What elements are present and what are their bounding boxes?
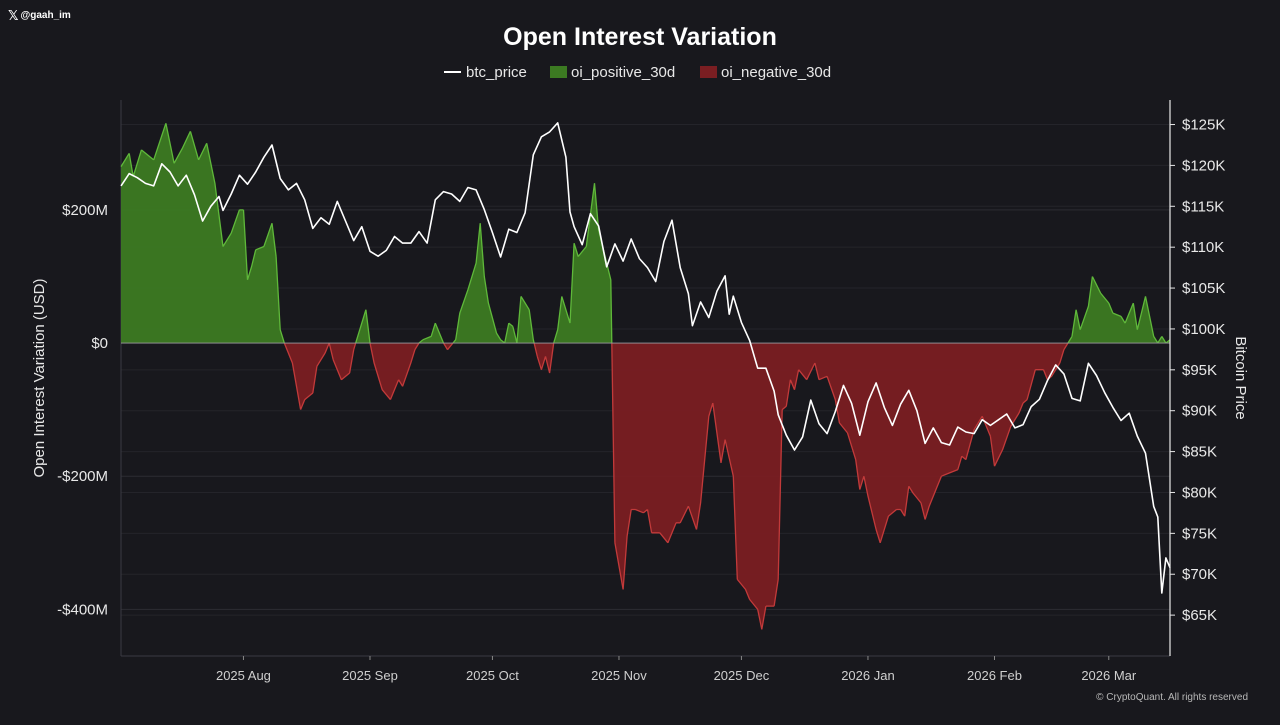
y-right-tick-label: $100K	[1182, 321, 1225, 338]
y-left-tick-label: $200M	[62, 202, 108, 219]
y-right-tick-label: $70K	[1182, 566, 1217, 583]
y-axis-left-label: Open Interest Variation (USD)	[31, 279, 48, 478]
x-logo-icon: 𝕏	[8, 8, 19, 23]
chart-title: Open Interest Variation	[503, 23, 777, 51]
legend-label-oi-negative: oi_negative_30d	[721, 64, 831, 81]
x-axis: 2025 Aug 2025 Sep 2025 Oct 2025 Nov 2025 Dec…	[216, 656, 1137, 683]
copyright-notice: © CryptoQuant. All rights reserved	[1096, 692, 1248, 703]
x-tick-label: 2025 Aug	[216, 668, 271, 683]
legend-item-btc-price[interactable]: btc_price	[444, 64, 527, 81]
x-tick-label: 2026 Mar	[1081, 668, 1137, 683]
oi-positive-area	[121, 123, 1170, 343]
y-right-tick-label: $120K	[1182, 157, 1225, 174]
author-handle[interactable]: 𝕏 @gaah_im	[8, 9, 71, 22]
legend: btc_price oi_positive_30d oi_negative_30…	[444, 64, 831, 81]
y-left-axis: $200M $0 -$200M -$400M	[57, 202, 108, 619]
y-left-tick-label: $0	[91, 335, 108, 352]
x-tick-label: 2025 Dec	[714, 668, 770, 683]
legend-label-btc-price: btc_price	[466, 64, 527, 81]
legend-swatch-oi-positive	[550, 66, 567, 78]
oi-variation-line	[283, 342, 1069, 630]
btc-price-line	[120, 122, 1171, 594]
y-right-tick-label: $115K	[1182, 198, 1224, 215]
oi-positive-line	[120, 123, 1171, 344]
x-tick-label: 2026 Jan	[841, 668, 895, 683]
legend-label-oi-positive: oi_positive_30d	[571, 64, 675, 81]
y-right-tick-label: $65K	[1182, 607, 1217, 624]
y-right-tick-label: $125K	[1182, 117, 1225, 134]
x-tick-label: 2026 Feb	[967, 668, 1022, 683]
x-tick-label: 2025 Nov	[591, 668, 647, 683]
author-handle-text: @gaah_im	[20, 10, 71, 21]
y-left-tick-label: -$400M	[57, 601, 108, 618]
y-right-tick-label: $85K	[1182, 444, 1217, 461]
legend-item-oi-positive[interactable]: oi_positive_30d	[550, 64, 675, 81]
oi-negative-area	[121, 343, 1170, 630]
y-axis-right-label: Bitcoin Price	[1232, 336, 1249, 419]
x-tick-label: 2025 Oct	[466, 668, 519, 683]
legend-swatch-oi-negative	[700, 66, 717, 78]
y-right-axis: $65K $70K $75K $80K $85K $90K $95K $100K $105K $1…	[1170, 117, 1225, 624]
y-right-tick-label: $110K	[1182, 239, 1224, 256]
y-left-tick-label: -$200M	[57, 468, 108, 485]
y-right-tick-label: $105K	[1182, 280, 1225, 297]
legend-item-oi-negative[interactable]: oi_negative_30d	[700, 64, 831, 81]
y-right-tick-label: $95K	[1182, 362, 1217, 379]
y-right-tick-label: $90K	[1182, 403, 1217, 420]
x-tick-label: 2025 Sep	[342, 668, 398, 683]
y-right-tick-label: $75K	[1182, 525, 1217, 542]
y-right-tick-label: $80K	[1182, 484, 1217, 501]
